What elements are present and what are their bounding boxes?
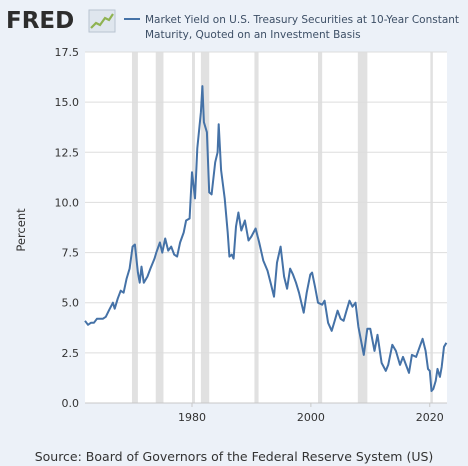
- plot-area: [85, 52, 447, 403]
- y-axis-title: Percent: [14, 208, 28, 252]
- grid-lines: [85, 51, 447, 404]
- y-tick-label: 15.0: [55, 96, 80, 109]
- legend-entry-line-2: Maturity, Quoted on an Investment Basis: [145, 29, 361, 41]
- legend-entry-line-1: Market Yield on U.S. Treasury Securities…: [145, 14, 459, 26]
- recession-band: [357, 52, 368, 403]
- y-axis-ticks: 0.0 2.5 5.0 7.5 10.0 12.5 15.0 17.5: [55, 46, 80, 410]
- x-axis-ticks: 1980 2000 2020: [178, 403, 444, 424]
- y-tick-label: 7.5: [62, 247, 80, 260]
- y-tick-label: 10.0: [55, 196, 80, 209]
- y-tick-label: 2.5: [62, 347, 80, 360]
- x-tick-label: 2020: [416, 411, 444, 424]
- recession-band: [318, 52, 323, 403]
- fred-logo[interactable]: FRED: [6, 8, 116, 34]
- recession-band: [155, 52, 164, 403]
- recession-band: [254, 52, 259, 403]
- y-tick-label: 0.0: [62, 397, 80, 410]
- series-line: [84, 85, 448, 392]
- y-tick-label: 17.5: [55, 46, 80, 59]
- series-layer: [84, 85, 448, 392]
- x-tick-label: 1980: [178, 411, 206, 424]
- recession-band: [430, 52, 433, 403]
- fred-logo-text: FRED: [6, 8, 74, 34]
- y-tick-label: 12.5: [55, 146, 80, 159]
- recession-bands: [131, 52, 433, 403]
- y-tick-label: 5.0: [62, 297, 80, 310]
- recession-band: [200, 52, 210, 403]
- legend: Market Yield on U.S. Treasury Securities…: [124, 14, 459, 41]
- line-chart-icon: [88, 9, 116, 33]
- x-tick-label: 2000: [297, 411, 325, 424]
- source-text: Source: Board of Governors of the Federa…: [35, 449, 434, 464]
- recession-band: [191, 52, 195, 403]
- recession-band: [131, 52, 138, 403]
